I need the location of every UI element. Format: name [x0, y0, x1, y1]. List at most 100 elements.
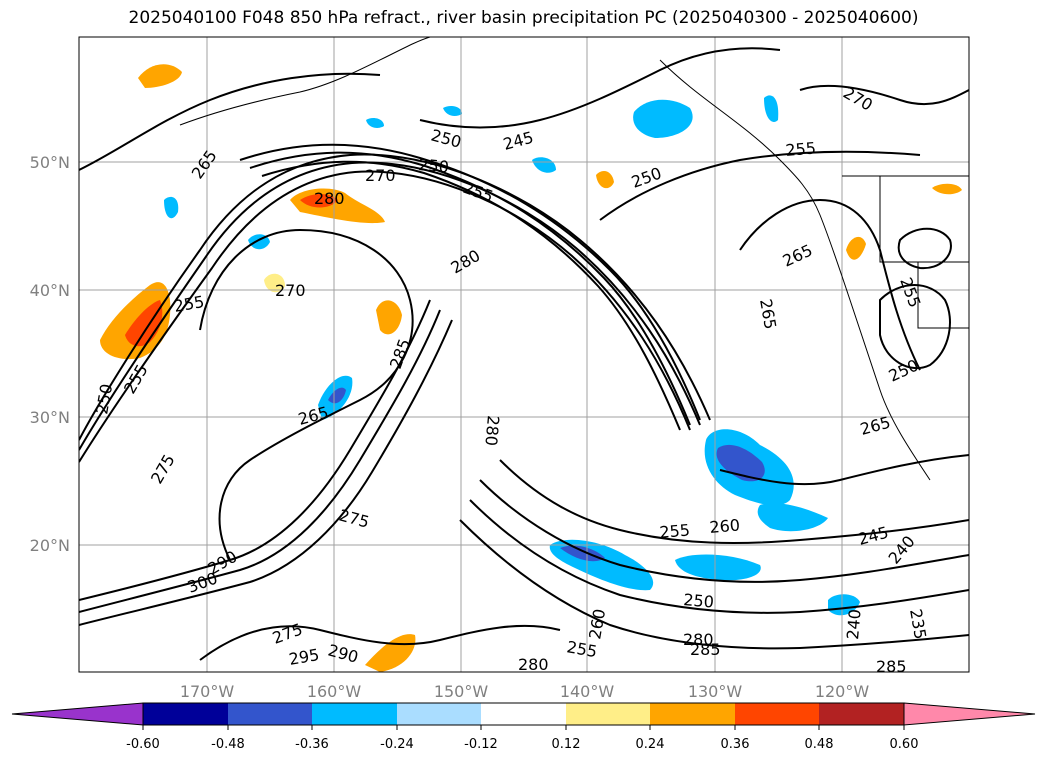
gridlines: [79, 37, 969, 672]
colorbar-segment: [735, 703, 819, 725]
contour-label: 270: [365, 166, 396, 185]
contour-label: 285: [876, 657, 907, 676]
colorbar-ticks: [142, 725, 905, 730]
contour-label: 250: [683, 590, 715, 612]
lat-label-50n: 50°N: [30, 153, 70, 172]
precip-patch-blue-small2: [164, 196, 179, 219]
precip-patch-blue-30n-core: [328, 387, 346, 404]
contour-jet-3: [79, 170, 691, 463]
contour-label: 250: [418, 155, 450, 177]
coastlines: [179, 37, 969, 481]
precip-patch-blue-se: [828, 594, 860, 616]
contour-jet-5: [249, 151, 691, 426]
contour-jet-1: [79, 153, 711, 441]
precip-patch-blue-ne: [633, 99, 693, 138]
precip-patch-blue-right: [757, 503, 828, 532]
contour-east-1: [739, 198, 921, 371]
contour-label: 255: [659, 520, 691, 542]
precip-patch-blue-center-core: [716, 444, 765, 482]
colorbar-segment: [397, 703, 481, 725]
contour-label: 280: [481, 415, 503, 447]
precip-patch-blue-small4: [443, 106, 462, 116]
colorbar-segment: [228, 703, 312, 725]
colorbar-tick-label: 0.36: [721, 737, 750, 752]
colorbar-segment: [312, 703, 397, 725]
lon-label-160w: 160°W: [307, 682, 362, 701]
precip-patch-orange-ne: [596, 170, 614, 189]
colorbar-tick-label: 0.48: [805, 737, 834, 752]
contour-east-2: [719, 454, 969, 486]
border-state-1: [879, 176, 969, 263]
colorbar-border: [142, 702, 905, 726]
coastline-canada: [659, 59, 931, 481]
longitude-labels: 170°W 160°W 150°W 140°W 130°W 120°W: [180, 682, 870, 701]
contour-ne-loop: [897, 227, 952, 270]
colorbar-segment: [650, 703, 735, 725]
lat-label-30n: 30°N: [30, 408, 70, 427]
contour-east-3: [799, 84, 969, 106]
contour-right-loop: [879, 284, 951, 370]
precip-patch-yellow-east: [932, 183, 962, 195]
refractivity-contours: [79, 47, 969, 661]
colorbar-segment: [566, 703, 650, 725]
latitude-labels: 50°N 40°N 30°N 20°N: [30, 153, 70, 555]
colorbar-tick-label: 0.24: [636, 737, 665, 752]
lon-label-140w: 140°W: [560, 682, 615, 701]
contour-label: 285: [690, 640, 721, 659]
lon-label-150w: 150°W: [434, 682, 489, 701]
colorbar-tick-label: -0.48: [211, 737, 245, 752]
colorbar-tick-label: -0.12: [464, 737, 498, 752]
colorbar-tick-labels: -0.60 -0.48 -0.36 -0.24 -0.12 0.12 0.24 …: [126, 737, 918, 752]
precip-patch-orange-nw: [138, 64, 182, 88]
contour-label: 255: [785, 138, 817, 160]
contour-jet-2: [79, 161, 701, 451]
colorbar-tick-label: 0.12: [552, 737, 581, 752]
precip-patch-blue-coast: [764, 95, 779, 122]
contour-label: 270: [275, 281, 306, 300]
lon-label-170w: 170°W: [180, 682, 235, 701]
contour-west-3: [79, 319, 453, 626]
precip-patch-orange-mid: [376, 300, 402, 335]
precip-patch-yellow-270: [264, 273, 285, 293]
coastline-alaska: [179, 37, 431, 126]
contour-bottom-1: [199, 624, 561, 661]
contour-label: 280: [518, 655, 549, 674]
contour-north-3: [599, 150, 921, 221]
contour-label: 280: [683, 630, 714, 649]
contour-jet-4: [239, 143, 701, 421]
map-border: [78, 36, 970, 673]
colorbar-tick-label: 0.60: [890, 737, 919, 752]
colorbar: -0.60 -0.48 -0.36 -0.24 -0.12 0.12 0.24 …: [11, 702, 1036, 752]
page-title: 2025040100 F048 850 hPa refract., river …: [128, 8, 919, 28]
precip-patch-blue-band-core: [560, 545, 605, 562]
precip-patch-blue-small3: [532, 157, 556, 173]
contour-south-1: [499, 459, 969, 544]
colorbar-tick-label: -0.36: [295, 737, 329, 752]
colorbar-tick-label: -0.60: [126, 737, 160, 752]
lon-label-130w: 130°W: [688, 682, 743, 701]
lat-label-20n: 20°N: [30, 536, 70, 555]
map-frame: [79, 37, 969, 672]
contour-label: 280: [314, 189, 345, 208]
contour-south-3: [469, 499, 969, 614]
colorbar-segment: [819, 703, 904, 725]
precip-patch-red-280-core: [300, 194, 338, 208]
contour-west-2: [79, 309, 441, 613]
border-state-2: [917, 262, 969, 329]
contour-south-2: [479, 479, 969, 583]
precip-patch-blue-band2: [675, 554, 761, 581]
precip-fills: [100, 64, 962, 672]
precip-patch-blue-small5: [366, 118, 384, 128]
colorbar-extend-right: [903, 702, 1036, 726]
contour-south-4: [459, 519, 969, 650]
contour-north-1: [79, 72, 381, 171]
lon-label-120w: 120°W: [815, 682, 870, 701]
contour-north-2: [419, 47, 781, 129]
colorbar-tick-label: -0.24: [380, 737, 414, 752]
contour-jet-6: [261, 160, 681, 431]
colorbar-segment: [143, 703, 228, 725]
precip-patch-orange-coast: [846, 236, 866, 260]
colorbar-extend-left: [11, 702, 144, 726]
contour-inner-loop: [199, 228, 414, 561]
